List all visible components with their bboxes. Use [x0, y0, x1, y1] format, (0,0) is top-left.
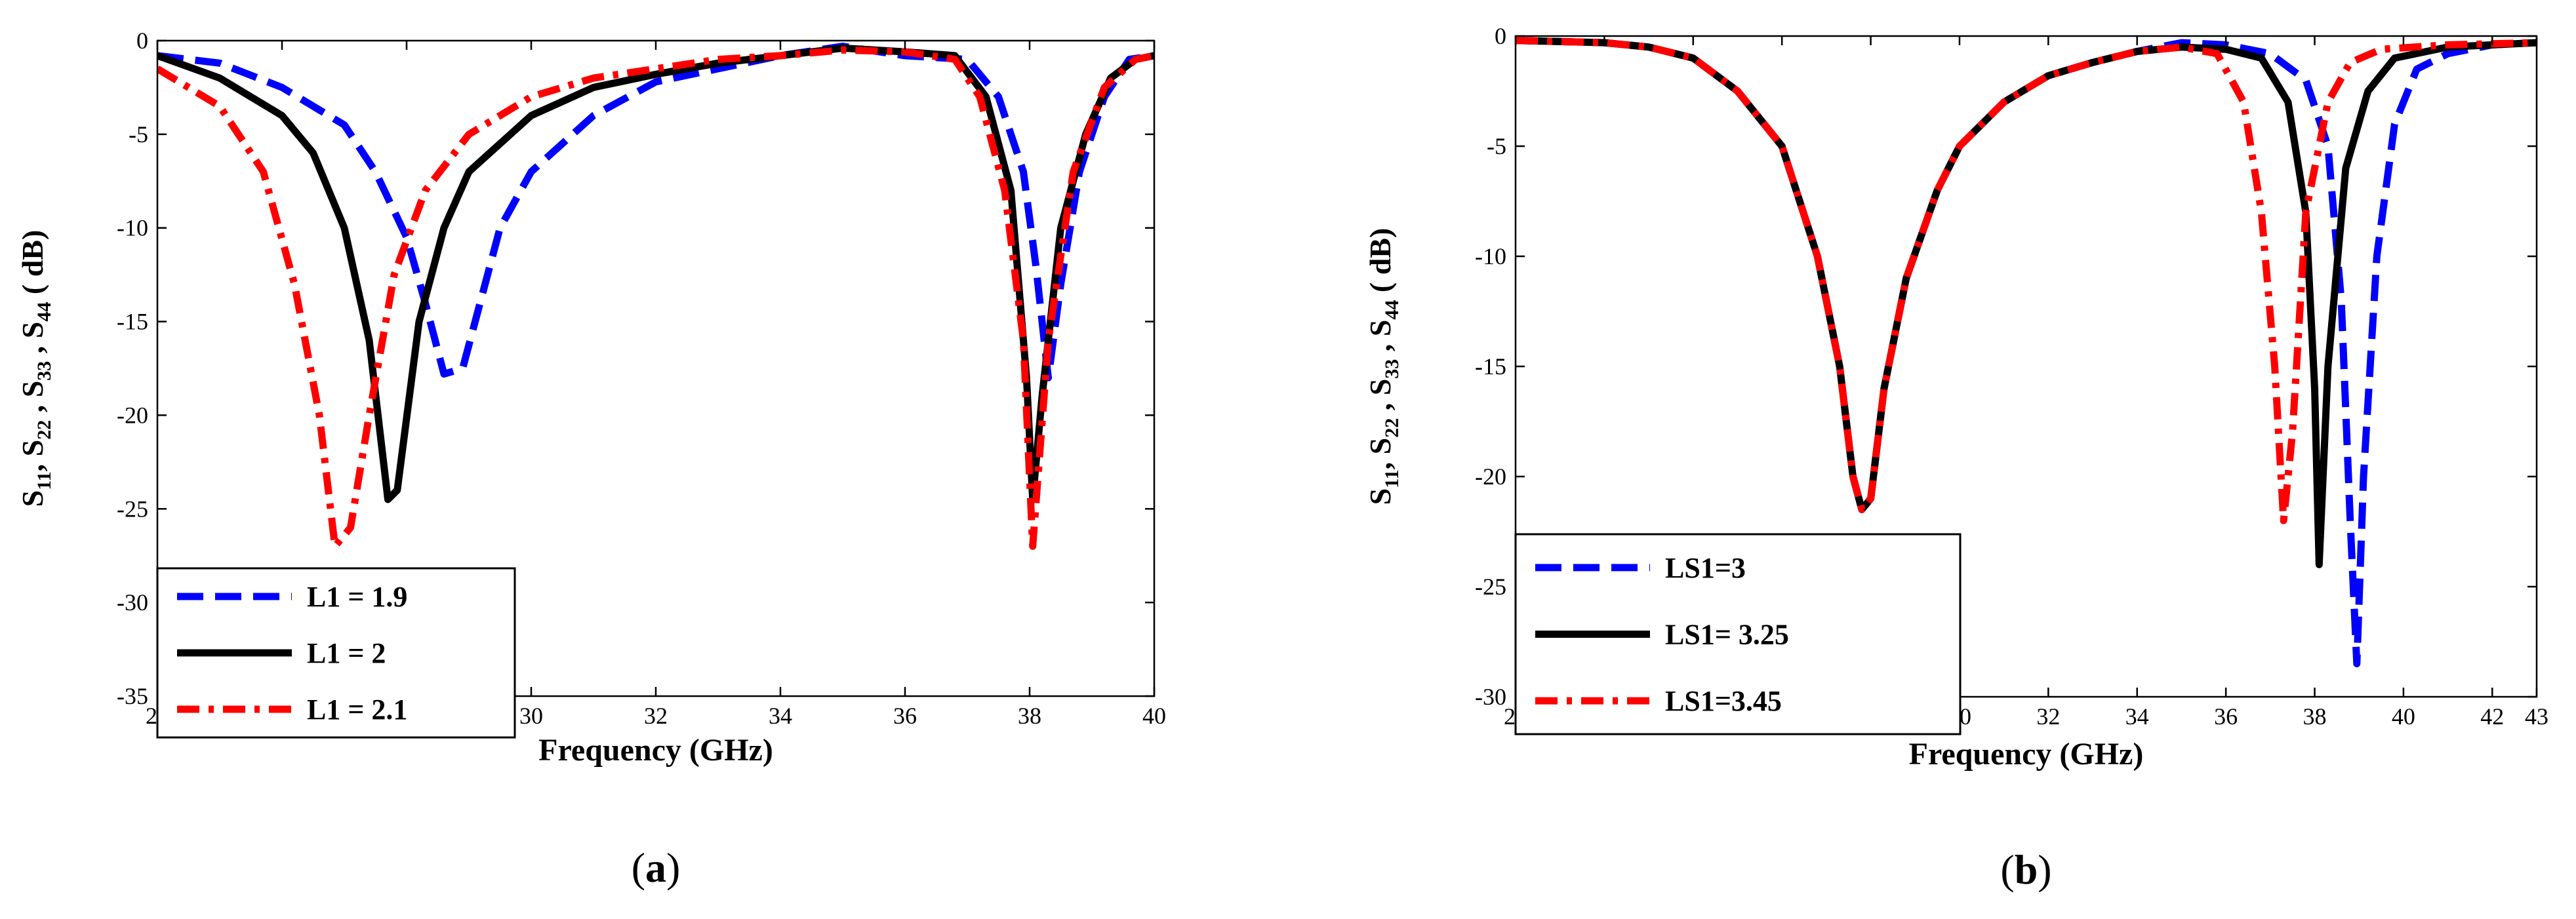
y-axis-label-subscript: 44 [33, 302, 55, 322]
x-tick-label: 42 [2480, 703, 2504, 730]
y-tick-label: -10 [117, 215, 148, 241]
y-tick-label: -30 [117, 589, 148, 616]
y-axis-label-subscript: 44 [1381, 300, 1403, 320]
x-tick-label: 40 [2392, 703, 2415, 730]
y-tick-label: -20 [117, 402, 148, 428]
y-tick-label: -5 [1487, 133, 1506, 159]
x-tick-label: 32 [2036, 703, 2060, 730]
y-tick-label: -30 [1475, 684, 1506, 710]
y-axis-label-subscript: 11 [33, 471, 55, 490]
y-tick-label: -35 [117, 683, 148, 709]
legend-label-2: L1 = 2.1 [307, 694, 407, 726]
legend-label-1: L1 = 2 [307, 637, 386, 669]
x-tick-label: 43 [2525, 703, 2548, 730]
y-axis-label-subscript: 33 [1381, 359, 1403, 379]
y-axis-label-part: , S [1363, 379, 1397, 418]
x-axis-label: Frequency (GHz) [1909, 737, 2144, 772]
y-axis-label-part: , S [1363, 438, 1397, 470]
x-tick-label: 40 [1142, 703, 1166, 729]
caption-close: ) [2038, 846, 2051, 893]
y-axis-label-part: ( dB) [1363, 228, 1397, 300]
legend-label-1: LS1= 3.25 [1665, 619, 1789, 651]
y-axis-label-part: S [16, 490, 49, 507]
y-tick-label: -15 [117, 309, 148, 335]
y-tick-label: -25 [1475, 574, 1506, 600]
x-tick-label: 38 [2303, 703, 2327, 730]
legend-label-0: L1 = 1.9 [307, 581, 407, 613]
y-axis-label-part: , S [16, 381, 49, 420]
caption-open: ( [2000, 846, 2014, 893]
y-axis-label-part: , S [16, 440, 49, 472]
y-axis-label-subscript: 22 [33, 420, 55, 440]
legend: L1 = 1.9 L1 = 2 L1 = 2.1 [156, 567, 516, 739]
x-tick-label: 38 [1018, 703, 1041, 729]
x-tick-label: 32 [644, 703, 668, 729]
caption-letter: b [2015, 846, 2038, 893]
series-line-a-2 [157, 46, 1154, 550]
y-axis-label-subscript: 11 [1381, 469, 1403, 488]
y-axis-label-subscript: 22 [1381, 418, 1403, 438]
y-axis-label-part: ( dB) [16, 230, 49, 302]
caption-close: ) [666, 844, 680, 891]
x-tick-label: 30 [519, 703, 543, 729]
caption-letter: a [645, 844, 666, 891]
legend: LS1=3 LS1= 3.25 LS1=3.45 [1514, 533, 1962, 735]
figure-caption: (a) [632, 844, 681, 891]
y-axis-label-part: , S [16, 322, 49, 361]
x-axis-label: Frequency (GHz) [538, 733, 773, 768]
legend-label-2: LS1=3.45 [1665, 685, 1782, 717]
x-tick-label: 36 [2214, 703, 2238, 730]
y-tick-label: -20 [1475, 463, 1506, 490]
y-tick-label: -5 [129, 121, 148, 147]
y-axis-label-part: , S [1363, 320, 1397, 359]
y-tick-label: -15 [1475, 353, 1506, 380]
legend-label-0: LS1=3 [1665, 552, 1746, 584]
y-axis-label-subscript: 33 [33, 361, 55, 381]
x-tick-label: 34 [2125, 703, 2149, 730]
y-tick-label: -10 [1475, 243, 1506, 269]
chart-a: 2426283032343638400-5-10-15-20-25-30-35F… [16, 28, 1166, 891]
y-tick-label: -25 [117, 496, 148, 522]
chart-b: 202224262830323436384042430-5-10-15-20-2… [1363, 23, 2548, 893]
y-tick-label: 0 [1495, 23, 1506, 49]
y-axis-label: S11, S22 , S33 , S44 ( dB) [16, 230, 55, 507]
x-tick-label: 34 [769, 703, 792, 729]
x-tick-label: 36 [893, 703, 917, 729]
series-line-b-2 [1516, 37, 2537, 524]
y-tick-label: 0 [136, 28, 148, 54]
caption-open: ( [632, 844, 645, 891]
y-axis-label-part: S [1363, 488, 1397, 505]
series-line-a-1 [157, 44, 1154, 503]
series-line-b-1 [1516, 37, 2537, 568]
y-axis-label: S11, S22 , S33 , S44 ( dB) [1363, 228, 1403, 505]
series-line-a-0 [157, 43, 1154, 381]
figure-caption: (b) [2000, 846, 2051, 893]
